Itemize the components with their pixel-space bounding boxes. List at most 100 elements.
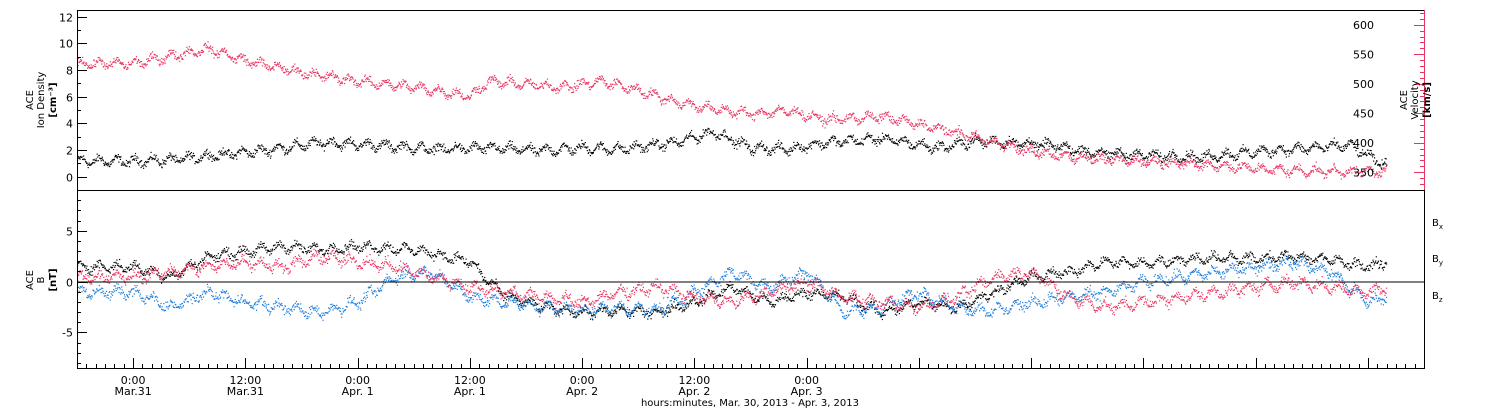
velocity-point [245,59,247,61]
density-point [1275,153,1277,155]
velocity-point [282,66,284,68]
density-point [639,144,641,146]
density-point [885,134,887,137]
velocity-point [845,121,847,123]
density-point [382,142,384,144]
velocity-point [1182,165,1184,167]
density-point [645,146,647,148]
velocity-point [324,75,326,77]
density-point [796,141,798,144]
density-point [214,160,216,162]
density-point [1076,150,1078,152]
density-point [343,141,345,143]
velocity-point [231,57,233,59]
density-point [1136,152,1138,154]
velocity-point [1124,160,1126,162]
density-point [308,140,310,142]
density-point [369,141,371,143]
density-point [1347,140,1349,142]
velocity-point [1203,166,1205,169]
density-point [856,143,858,145]
velocity-point [594,80,596,82]
density-point [581,139,583,141]
velocity-point [437,87,439,89]
density-point [333,138,335,140]
velocity-point [279,61,281,64]
velocity-point [848,117,850,119]
velocity-point [115,58,117,60]
density-point [452,150,454,152]
density-point [693,135,695,137]
density-point [1234,157,1236,159]
density-point [1366,154,1368,156]
density-point [706,129,708,131]
velocity-point [1086,157,1088,159]
velocity-point [496,80,498,82]
density-point [192,152,194,154]
velocity-point [100,61,102,63]
velocity-point [467,97,469,99]
velocity-point [1131,161,1133,163]
density-point [1372,156,1374,158]
velocity-point [1257,164,1259,166]
density-point [1326,147,1328,149]
velocity-point [447,98,449,101]
density-point [478,148,481,150]
density-point [1227,148,1230,151]
velocity-point [208,50,210,52]
velocity-point [381,80,383,82]
velocity-point [1245,165,1247,167]
density-point [143,163,145,166]
density-point [502,151,504,153]
density-point [1014,141,1017,143]
density-point [1284,151,1286,153]
velocity-point [443,93,445,95]
velocity-point [487,82,489,84]
density-point [1051,146,1053,148]
density-point [793,141,795,143]
density-point [120,164,122,166]
density-point [1309,147,1311,149]
velocity-point [240,53,242,55]
velocity-point [797,107,799,109]
density-point [876,145,878,147]
density-point [1052,145,1054,147]
density-point [686,134,688,136]
velocity-point [327,74,329,76]
density-point [526,147,528,149]
density-point [406,149,408,151]
density-point [801,151,803,153]
density-point [1209,153,1211,155]
density-point [765,149,767,151]
density-point [1369,153,1371,155]
density-point [612,147,615,149]
density-point [536,151,539,153]
velocity-point [183,51,185,53]
velocity-point [667,99,669,101]
velocity-point [271,66,274,68]
velocity-point [801,118,803,120]
density-point [680,145,683,147]
velocity-point [561,85,563,87]
density-point [932,147,934,149]
velocity-point [323,80,325,82]
velocity-point [490,79,492,81]
velocity-point [397,85,399,87]
density-point [1260,150,1262,152]
velocity-point [123,66,125,69]
density-point [420,141,422,143]
velocity-point [872,118,874,120]
density-point [410,151,413,153]
density-point [432,151,434,153]
density-point [864,137,866,139]
velocity-point [397,84,399,86]
density-point [754,152,756,154]
density-point [847,136,849,138]
velocity-point [317,73,319,75]
density-point [690,131,692,133]
velocity-point [1028,147,1030,150]
velocity-point [906,118,908,120]
velocity-point [884,111,887,113]
velocity-point [1130,160,1132,163]
density-point [1379,165,1381,167]
